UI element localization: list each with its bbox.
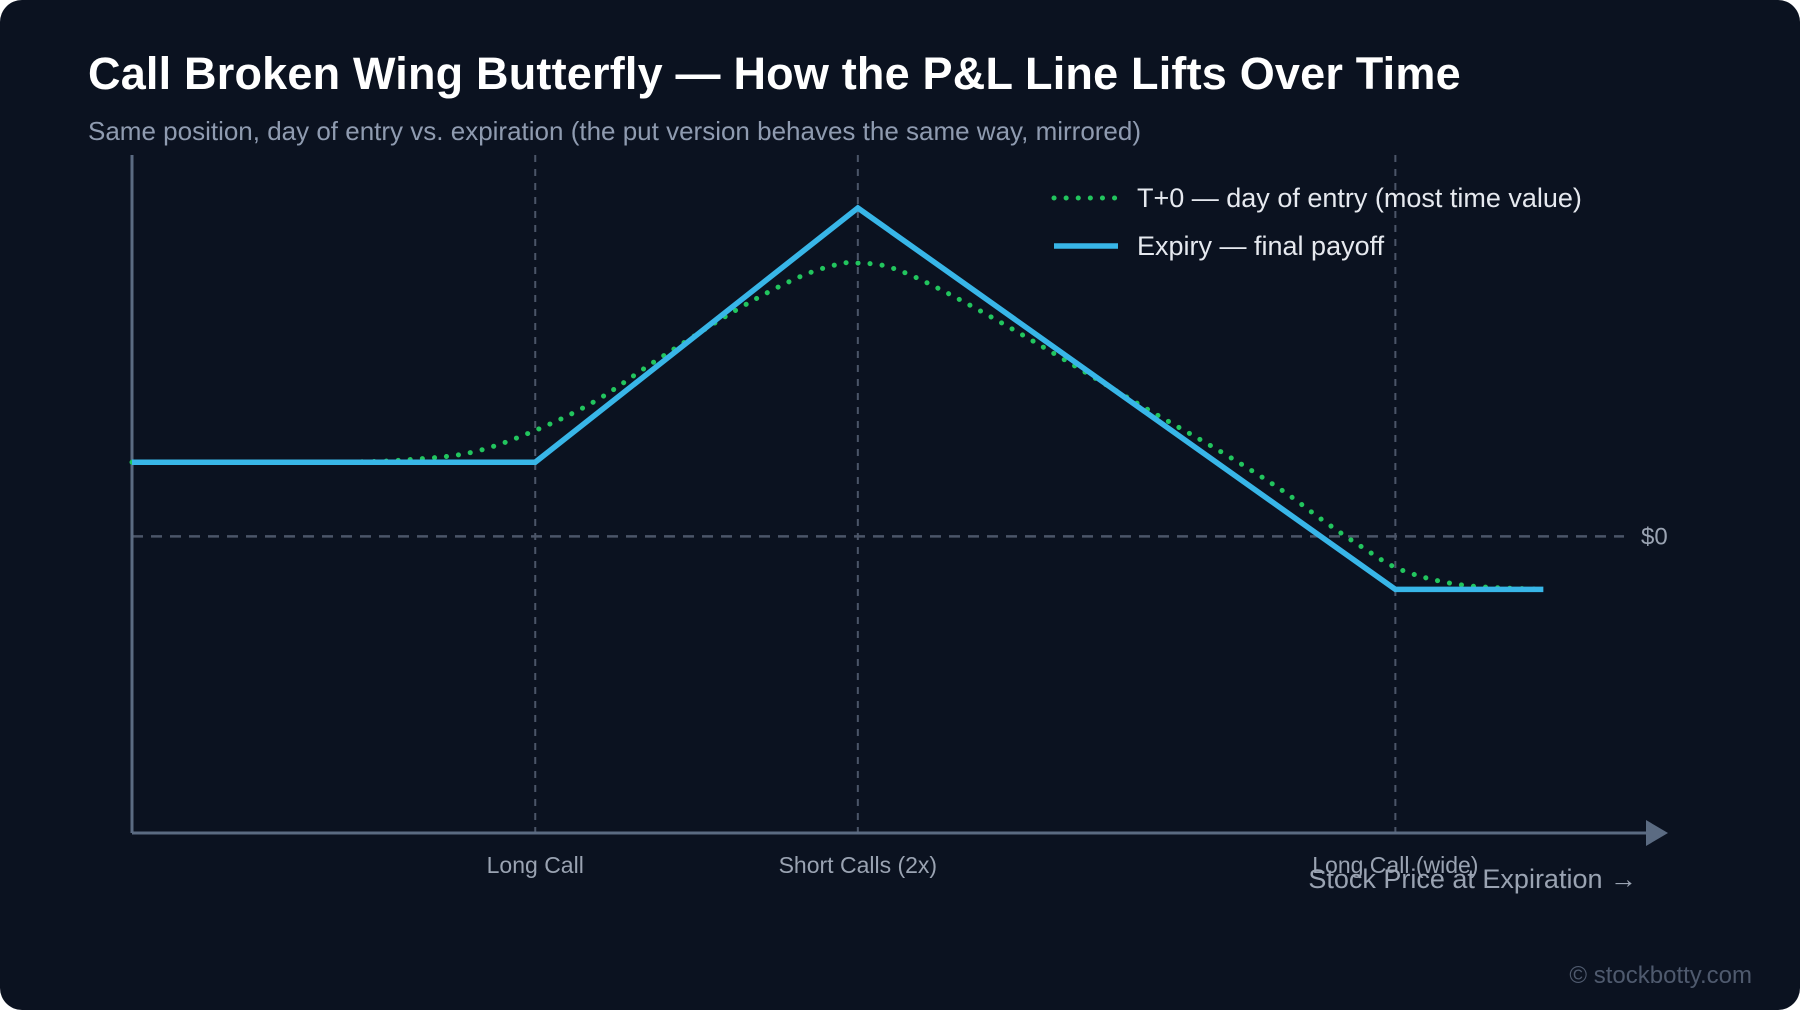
chart-subtitle: Same position, day of entry vs. expirati… (88, 116, 1142, 146)
strike-label-1: Short Calls (2x) (779, 852, 937, 878)
copyright-text: © stockbotty.com (1569, 962, 1752, 989)
legend-label-1: Expiry — final payoff (1137, 231, 1385, 261)
legend: T+0 — day of entry (most time value) Expi… (1051, 183, 1582, 261)
strike-labels: Long Call Short Calls (2x) Long Call (wide… (487, 852, 1479, 878)
x-axis-arrow-icon (1646, 820, 1668, 846)
legend-label-0: T+0 — day of entry (most time value) (1137, 183, 1582, 213)
series-line-expiry (132, 204, 1544, 593)
zero-label: $0 (1641, 523, 1668, 550)
strike-gridlines (534, 155, 1397, 833)
strike-label-2: Long Call (wide) (1312, 852, 1478, 878)
chart-title: Call Broken Wing Butterfly — How the P&L… (88, 48, 1461, 99)
strike-label-0: Long Call (487, 852, 584, 878)
series-line-t0 (129, 260, 1546, 592)
x-axis-title: Stock Price at Expiration → (1308, 864, 1637, 894)
